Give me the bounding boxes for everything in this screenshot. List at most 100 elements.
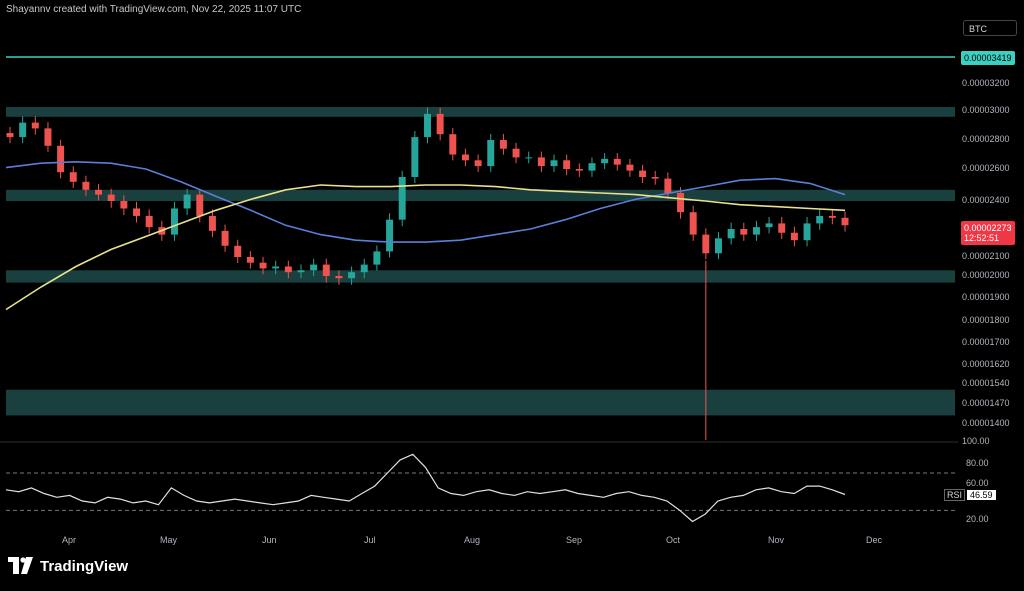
moving-average-yellow [5, 184, 846, 311]
candle-body [95, 189, 103, 195]
candle-body [575, 169, 583, 171]
price-tick-label: 0.00001540 [962, 378, 1010, 388]
month-tick-label: May [160, 535, 178, 545]
candle-body [651, 177, 659, 179]
candle-body [360, 264, 368, 273]
rsi-name-label: RSI [944, 489, 966, 501]
price-axis[interactable]: 0.00003200 0.00003000 0.00002800 0.00002600… [958, 0, 1024, 586]
candle-body [588, 163, 596, 171]
candle-body [563, 160, 571, 169]
price-tick-label: 0.00002400 [962, 195, 1010, 205]
price-tick-label: 0.00002600 [962, 163, 1010, 173]
support-resistance-zone [6, 106, 955, 117]
candle-body [322, 264, 330, 276]
candle-body [310, 264, 318, 271]
attribution-text: Shayannv created with TradingView.com, N… [6, 4, 302, 15]
month-tick-label: Nov [768, 535, 785, 545]
month-tick-label: Aug [464, 535, 481, 545]
moving-average-blue [5, 160, 846, 243]
candle-body [499, 140, 507, 149]
candle-body [525, 157, 533, 159]
candle-body [183, 194, 191, 209]
candle-body [512, 148, 520, 158]
rsi-indicator-tag[interactable]: RSI 46.59 [944, 489, 996, 501]
candle-body [702, 234, 710, 254]
price-tick-label: 0.00001470 [962, 398, 1010, 408]
candle-body [82, 181, 90, 190]
candle-body [208, 215, 216, 231]
candle-body [537, 157, 545, 167]
candle-body [765, 223, 773, 228]
candle-body [373, 251, 381, 265]
rsi-tick: 20.00 [966, 514, 989, 524]
candle-body [335, 276, 343, 279]
candle-body [246, 257, 254, 263]
candle-body [284, 266, 292, 273]
candle-body [639, 170, 647, 177]
resistance-price-label: 0.00003419 [961, 51, 1015, 65]
candle-body [740, 229, 748, 235]
brand-name: TradingView [40, 557, 129, 575]
price-tick-label: 0.00003000 [962, 105, 1010, 115]
candle-body [461, 154, 469, 161]
tradingview-logo-icon [8, 557, 33, 574]
candle-body [752, 227, 760, 235]
candle-body [31, 122, 39, 129]
month-tick-label: Oct [666, 535, 681, 545]
price-tick-label: 0.00001800 [962, 315, 1010, 325]
candle-body [449, 134, 457, 155]
candle-body [44, 128, 52, 146]
candle-body [221, 230, 229, 246]
candle-body [677, 193, 685, 213]
rsi-line [5, 453, 846, 523]
price-tick-label: 0.00002100 [962, 251, 1010, 261]
candle-body [6, 133, 14, 138]
price-tick-label: 0.00003200 [962, 78, 1010, 88]
candle-body [196, 194, 204, 216]
candle-countdown: 12:52:51 [964, 233, 1000, 243]
price-tick-label: 0.00002800 [962, 134, 1010, 144]
rsi-value-label: 46.59 [967, 490, 996, 500]
month-tick-label: Jul [364, 535, 376, 545]
candle-body [664, 178, 672, 193]
month-tick-label: Jun [262, 535, 277, 545]
candle-body [411, 137, 419, 177]
symbol-badge[interactable]: BTC [963, 20, 1017, 36]
support-resistance-zone [6, 389, 955, 416]
price-tick-label: 0.00001400 [962, 418, 1010, 428]
price-tick-label: 0.00002000 [962, 270, 1010, 280]
candle-body [689, 212, 697, 235]
candle-body [69, 172, 77, 182]
candle-body [841, 217, 849, 226]
candle-body [727, 229, 735, 239]
candle-body [778, 223, 786, 233]
candle-body [828, 215, 836, 218]
last-price-value: 0.00002273 [964, 223, 1012, 233]
candle-body [436, 113, 444, 135]
candle-body [272, 266, 280, 269]
candle-body [145, 215, 153, 228]
candle-body [626, 164, 634, 171]
last-price-tag: 0.00002273 12:52:51 [961, 221, 1015, 245]
candle-body [348, 272, 356, 279]
support-resistance-zone [6, 270, 955, 283]
candle-body [297, 270, 305, 273]
candle-body [550, 160, 558, 167]
candle-body [790, 232, 798, 241]
candle-body [613, 158, 621, 165]
price-tick-label: 0.00001700 [962, 337, 1010, 347]
candle-body [170, 208, 178, 235]
month-tick-label: Apr [62, 535, 77, 545]
rsi-tick: 80.00 [966, 458, 989, 468]
candle-body [133, 208, 140, 216]
price-tick-label: 100.00 [962, 436, 990, 446]
price-tick-label: 0.00001620 [962, 359, 1010, 369]
candle-body [487, 140, 495, 167]
price-tick-label: 0.00001900 [962, 292, 1010, 302]
candle-body [107, 194, 115, 201]
candle-body [424, 113, 431, 138]
brand-logo-group: TradingView [8, 557, 128, 575]
candle-body [57, 145, 65, 173]
